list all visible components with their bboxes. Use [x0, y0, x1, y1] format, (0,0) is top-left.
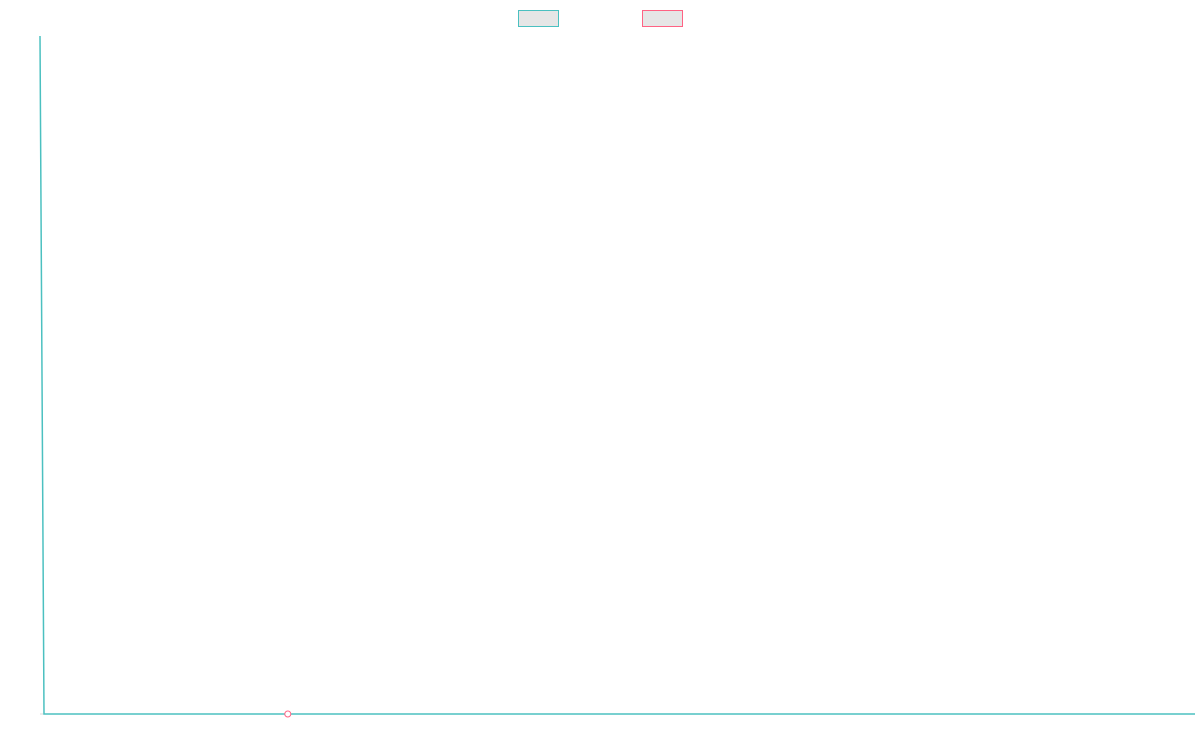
data-line: [39, 35, 1195, 715]
legend-swatch[interactable]: [642, 10, 683, 27]
data-point: [284, 710, 292, 718]
legend-swatch[interactable]: [518, 10, 559, 27]
